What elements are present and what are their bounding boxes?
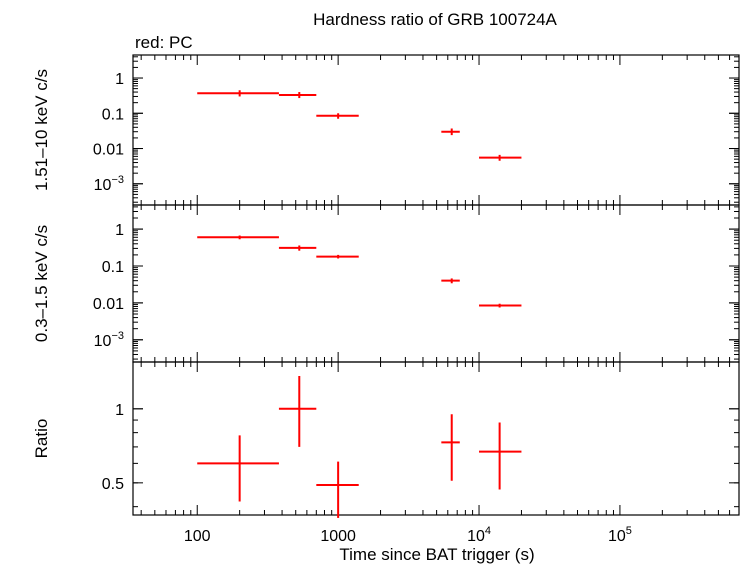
data-point bbox=[278, 245, 317, 251]
x-axis-label: Time since BAT trigger (s) bbox=[339, 545, 534, 564]
data-point bbox=[479, 303, 522, 308]
y-axis-label-soft: 0.3–1.5 keV c/s bbox=[32, 225, 51, 342]
y-tick-label: 0.5 bbox=[102, 476, 124, 493]
y-tick-label: 10−3 bbox=[94, 174, 124, 194]
data-point bbox=[278, 375, 317, 447]
data-point bbox=[278, 92, 317, 99]
data-point bbox=[441, 278, 460, 284]
legend-text: red: PC bbox=[135, 33, 193, 52]
panel-frame bbox=[132, 204, 740, 363]
data-point bbox=[316, 113, 359, 119]
y-tick-label: 1 bbox=[115, 402, 124, 419]
data-point bbox=[197, 90, 279, 97]
y-tick-label: 10−3 bbox=[94, 330, 124, 350]
x-tick-label: 105 bbox=[608, 525, 632, 545]
panel-frame bbox=[132, 54, 740, 206]
data-point bbox=[479, 422, 522, 490]
data-point bbox=[197, 435, 279, 502]
y-tick-label: 0.01 bbox=[93, 296, 124, 313]
chart-title: Hardness ratio of GRB 100724A bbox=[313, 10, 557, 29]
y-tick-label: 0.01 bbox=[93, 142, 124, 159]
panel-ratio: 1 0.5 Ratio bbox=[32, 361, 740, 518]
y-axis-label-hard: 1.51–10 keV c/s bbox=[32, 69, 51, 191]
data-point bbox=[479, 154, 522, 161]
data-point bbox=[441, 414, 460, 481]
data-point bbox=[316, 254, 359, 259]
y-tick-label: 0.1 bbox=[102, 259, 124, 276]
data-point bbox=[316, 461, 359, 518]
data-point bbox=[441, 128, 460, 136]
y-axis-label-ratio: Ratio bbox=[32, 419, 51, 459]
x-tick-label: 100 bbox=[184, 528, 211, 545]
y-tick-label: 1 bbox=[115, 71, 124, 88]
panel-frame bbox=[132, 361, 740, 516]
panel-soft: 1 0.1 0.01 10−3 0.3–1.5 keV c/s bbox=[32, 204, 740, 363]
x-tick-label: 104 bbox=[467, 525, 491, 545]
data-point bbox=[197, 235, 279, 240]
y-tick-label: 0.1 bbox=[102, 106, 124, 123]
panel-hard: 1 0.1 0.01 10−3 1.51–10 keV c/s bbox=[32, 54, 740, 206]
x-tick-label: 1000 bbox=[320, 528, 356, 545]
y-tick-label: 1 bbox=[115, 222, 124, 239]
plot-area: 1 0.1 0.01 10−3 1.51–10 keV c/s 1 0.1 0.01 10−3 0… bbox=[32, 54, 740, 545]
